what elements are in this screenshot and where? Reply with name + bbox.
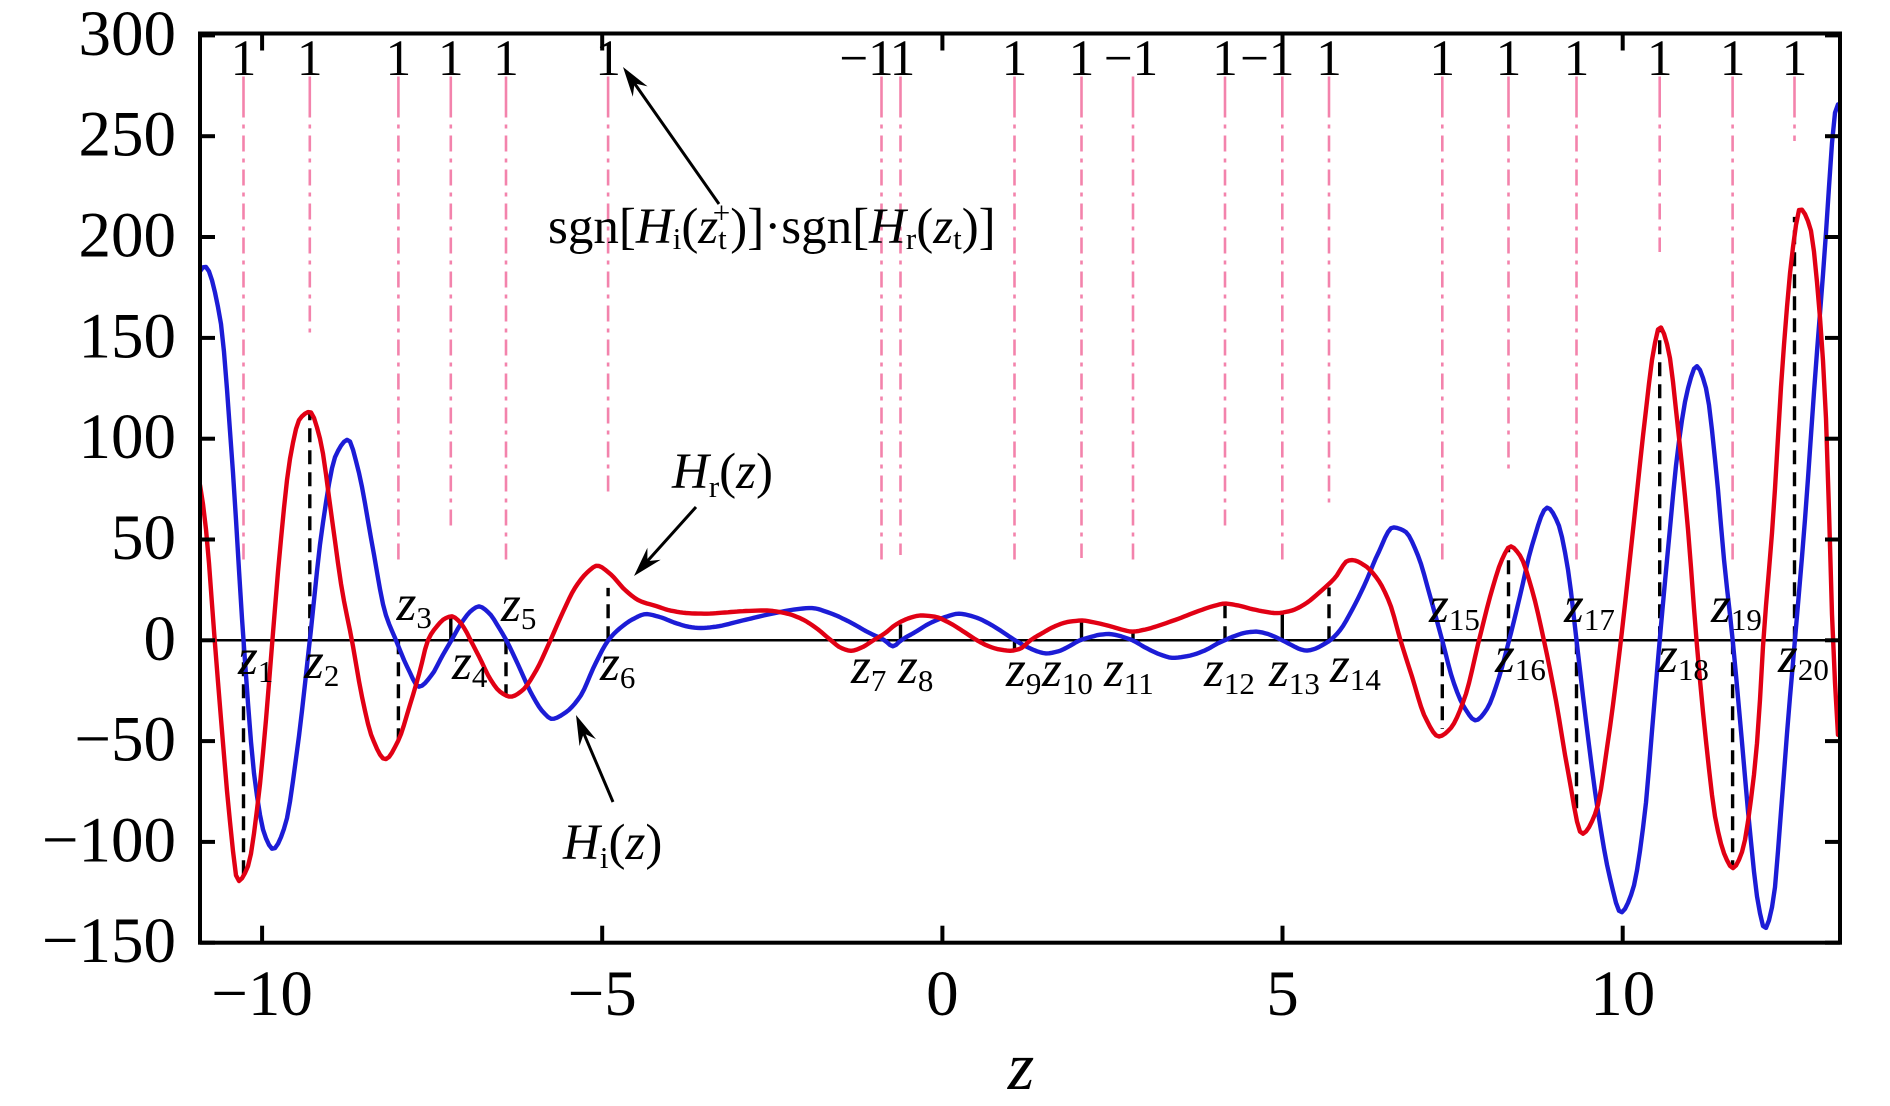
svg-text:1: 1	[1496, 31, 1522, 87]
svg-text:150: 150	[79, 300, 177, 372]
svg-text:−1: −1	[1104, 31, 1158, 87]
svg-text:z14: z14	[1329, 638, 1381, 697]
svg-text:Hr(z): Hr(z)	[671, 444, 773, 504]
svg-text:−50: −50	[74, 704, 176, 776]
svg-text:−1: −1	[1240, 31, 1294, 87]
svg-text:−150: −150	[42, 905, 176, 977]
svg-text:5: 5	[1266, 958, 1299, 1030]
svg-text:z7: z7	[850, 639, 886, 698]
svg-text:−10: −10	[211, 958, 313, 1030]
svg-text:z15: z15	[1428, 578, 1480, 637]
svg-text:100: 100	[79, 401, 177, 473]
svg-text:1: 1	[890, 31, 916, 87]
svg-text:0: 0	[144, 603, 177, 675]
svg-text:1: 1	[438, 31, 464, 87]
svg-text:z5: z5	[500, 577, 536, 636]
svg-text:z10: z10	[1041, 642, 1093, 701]
svg-text:1: 1	[595, 31, 621, 87]
svg-text:z18: z18	[1657, 628, 1709, 687]
svg-text:0: 0	[926, 958, 959, 1030]
svg-text:200: 200	[79, 200, 177, 272]
svg-text:10: 10	[1590, 958, 1655, 1030]
svg-text:z8: z8	[897, 639, 933, 698]
svg-text:z17: z17	[1563, 578, 1615, 637]
svg-text:1: 1	[493, 31, 519, 87]
svg-text:z4: z4	[451, 635, 488, 694]
svg-text:250: 250	[79, 99, 177, 171]
svg-text:z19: z19	[1710, 578, 1762, 637]
svg-text:1: 1	[1720, 31, 1746, 87]
svg-text:50: 50	[111, 502, 176, 574]
svg-text:−1: −1	[839, 31, 893, 87]
svg-text:−5: −5	[568, 958, 637, 1030]
svg-text:1: 1	[1002, 31, 1028, 87]
svg-text:300: 300	[79, 0, 177, 70]
svg-text:sgn[Hi(zt+)]·sgn[Hr(zt)]: sgn[Hi(zt+)]·sgn[Hr(zt)]	[548, 195, 996, 256]
svg-text:z: z	[1007, 1028, 1034, 1104]
svg-text:z16: z16	[1494, 628, 1546, 687]
svg-text:1: 1	[1316, 31, 1342, 87]
svg-text:1: 1	[1430, 31, 1456, 87]
svg-text:z3: z3	[396, 576, 432, 635]
svg-text:1: 1	[231, 31, 257, 87]
svg-text:z6: z6	[599, 636, 635, 695]
svg-text:1: 1	[1564, 31, 1590, 87]
svg-text:z2: z2	[303, 634, 339, 693]
svg-text:Hi(z): Hi(z)	[562, 815, 662, 875]
svg-text:1: 1	[297, 31, 323, 87]
svg-text:z1: z1	[237, 630, 273, 689]
svg-text:z11: z11	[1103, 642, 1154, 701]
svg-text:1: 1	[386, 31, 412, 87]
svg-text:z12: z12	[1203, 642, 1255, 701]
svg-text:1: 1	[1069, 31, 1095, 87]
svg-text:1: 1	[1212, 31, 1238, 87]
svg-text:1: 1	[1782, 31, 1808, 87]
svg-text:z20: z20	[1777, 628, 1829, 687]
svg-text:1: 1	[1647, 31, 1673, 87]
svg-text:−100: −100	[42, 804, 176, 876]
